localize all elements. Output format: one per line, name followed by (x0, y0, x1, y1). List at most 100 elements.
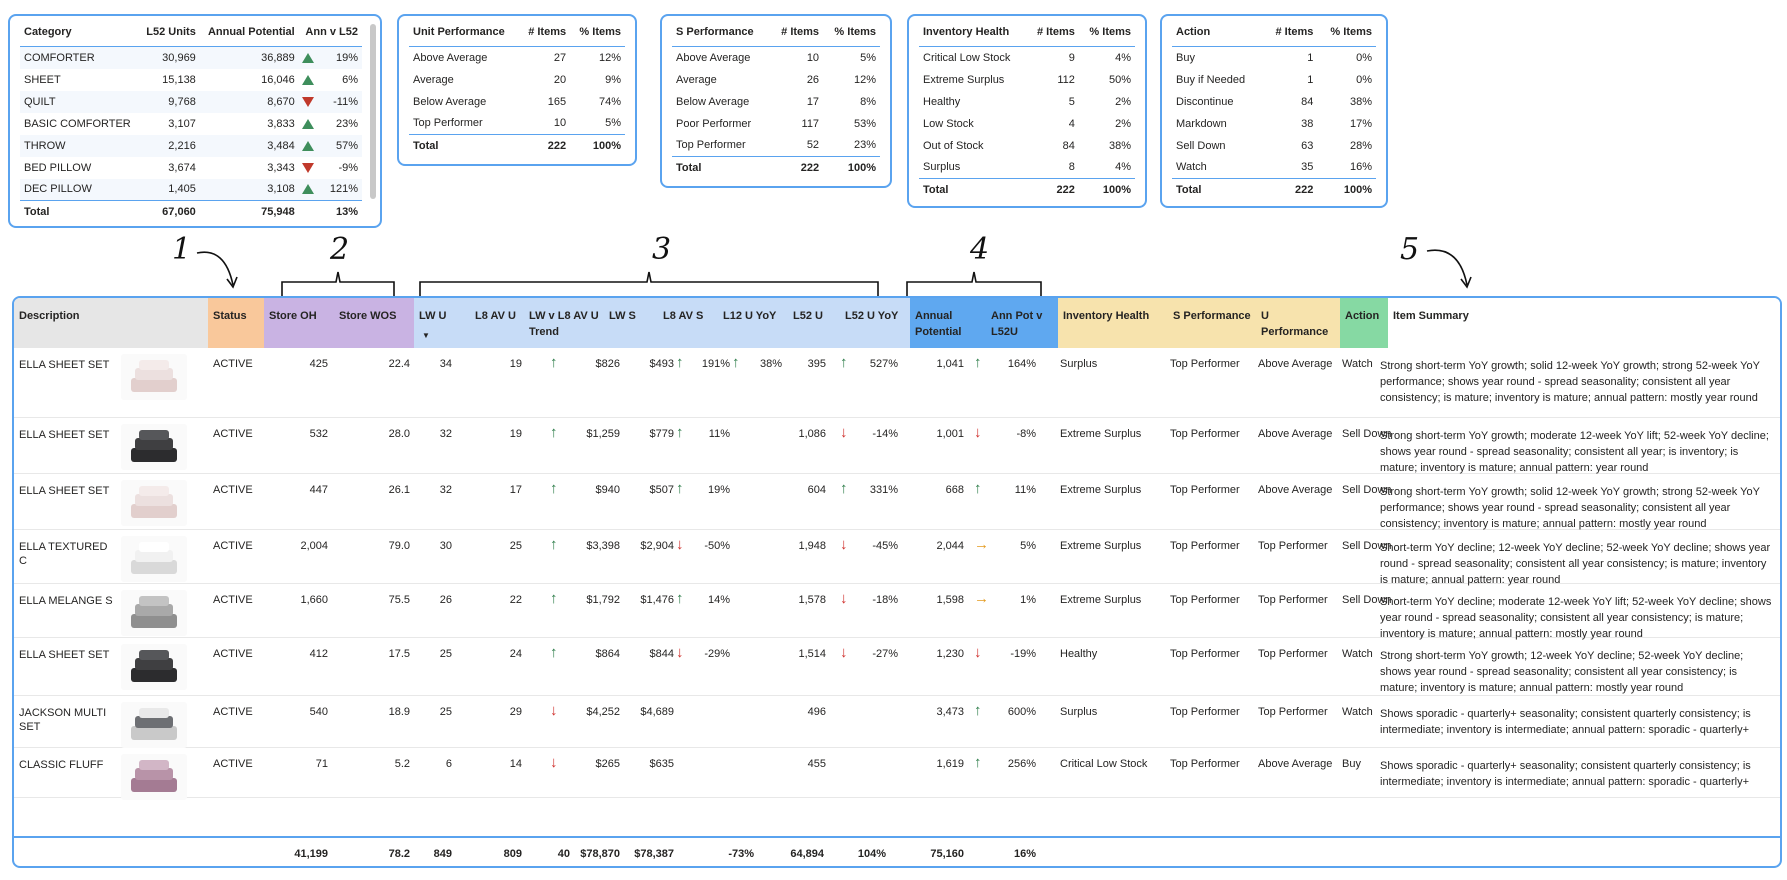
action-row[interactable]: Buy if Needed 1 0% (1172, 69, 1376, 91)
product-thumbnail[interactable] (121, 644, 187, 690)
table-row[interactable]: CLASSIC FLUFF ACTIVE 71 5.2 6 14 ↓ $265 … (14, 748, 1780, 800)
item-description[interactable]: JACKSON MULTI SET (19, 707, 107, 733)
s-perf-row[interactable]: Poor Performer 117 53% (672, 113, 880, 135)
inv-health-row[interactable]: Low Stock 4 2% (919, 113, 1135, 135)
table-row[interactable]: ELLA SHEET SET ACTIVE 425 22.4 34 19 ↑ $… (14, 348, 1780, 418)
s-perf-row[interactable]: Average 26 12% (672, 69, 880, 91)
item-description[interactable]: ELLA MELANGE S (19, 595, 113, 607)
inv-health-label: Out of Stock (923, 139, 984, 152)
s-perf-row[interactable]: Below Average 17 8% (672, 91, 880, 113)
category-row[interactable]: BASIC COMFORTER 3,107 3,833 23% (20, 113, 362, 135)
ann-pot-v-header[interactable]: Ann Pot v L52U (986, 298, 1058, 348)
lw-v-l8-header[interactable]: LW v L8 AV U Trend (524, 298, 604, 348)
product-thumbnail[interactable] (121, 424, 187, 470)
product-thumbnail[interactable] (121, 480, 187, 526)
product-thumbnail[interactable] (121, 702, 187, 748)
s-performance-header[interactable]: S Performance (672, 24, 771, 47)
l52-u-yoy: 331% (869, 484, 898, 496)
inventory-health-header[interactable]: Inventory Health (919, 24, 1027, 47)
annual-potential-header[interactable]: Annual Potential (910, 298, 986, 348)
l8-av-s-header[interactable]: L8 AV S (658, 298, 718, 348)
inv-health-row[interactable]: Extreme Surplus 112 50% (919, 69, 1135, 91)
ann-v-l52-header[interactable]: Ann v L52 (298, 24, 362, 47)
action-header[interactable]: Action (1172, 24, 1264, 47)
l52-u-yoy-header[interactable]: L52 U YoY (840, 298, 910, 348)
table-row[interactable]: ELLA SHEET SET ACTIVE 447 26.1 32 17 ↑ $… (14, 474, 1780, 530)
table-row[interactable]: JACKSON MULTI SET ACTIVE 540 18.9 25 29 … (14, 696, 1780, 748)
table-row[interactable]: ELLA TEXTURED C ACTIVE 2,004 79.0 30 25 … (14, 530, 1780, 586)
item-description[interactable]: ELLA SHEET SET (19, 649, 110, 661)
status-header[interactable]: Status (208, 298, 264, 348)
table-row[interactable]: ELLA SHEET SET ACTIVE 532 28.0 32 19 ↑ $… (14, 418, 1780, 474)
store-wos: 26.1 (388, 484, 410, 496)
category-row[interactable]: BED PILLOW 3,674 3,343 -9% (20, 157, 362, 179)
category-row[interactable]: COMFORTER 30,969 36,889 19% (20, 46, 362, 69)
items-pct-header[interactable]: % Items (1078, 24, 1135, 47)
annotation-brace-4 (906, 271, 1042, 296)
items-count-header[interactable]: # Items (1026, 24, 1079, 47)
table-row[interactable]: ELLA SHEET SET ACTIVE 412 17.5 25 24 ↑ $… (14, 638, 1780, 696)
table-row[interactable]: ELLA MELANGE S ACTIVE 1,660 75.5 26 22 ↑… (14, 584, 1780, 640)
items-count-header[interactable]: # Items (770, 24, 824, 47)
sort-desc-icon[interactable]: ▼ (422, 331, 430, 340)
items-count-header[interactable]: # Items (1263, 24, 1318, 47)
items-count-header[interactable]: # Items (519, 24, 571, 47)
category-header[interactable]: Category (20, 24, 140, 47)
l52-units-header[interactable]: L52 Units (139, 24, 200, 47)
inv-health-row[interactable]: Out of Stock 84 38% (919, 135, 1135, 157)
action-row[interactable]: Discontinue 84 38% (1172, 91, 1376, 113)
unit-perf-row[interactable]: Below Average 165 74% (409, 91, 625, 113)
annual-potential-header[interactable]: Annual Potential (199, 24, 299, 47)
product-thumbnail[interactable] (121, 354, 187, 400)
item-description[interactable]: CLASSIC FLUFF (19, 759, 104, 771)
item-description[interactable]: ELLA SHEET SET (19, 485, 110, 497)
product-thumbnail[interactable] (121, 536, 187, 582)
unit-perf-row[interactable]: Average 20 9% (409, 69, 625, 91)
action-row[interactable]: Buy 1 0% (1172, 47, 1376, 69)
lw-s-header[interactable]: LW S (604, 298, 658, 348)
inventory-health: Surplus (1060, 706, 1098, 718)
u-performance-header[interactable]: U Performance (1256, 298, 1340, 348)
items-pct-header[interactable]: % Items (1317, 24, 1376, 47)
item-description[interactable]: ELLA SHEET SET (19, 429, 110, 441)
category-scrollbar[interactable] (370, 24, 376, 199)
product-thumbnail[interactable] (121, 590, 187, 636)
inv-health-label: Extreme Surplus (923, 73, 1005, 86)
action-row[interactable]: Watch 35 16% (1172, 157, 1376, 179)
item-summary-header[interactable]: Item Summary (1388, 298, 1780, 348)
action-row[interactable]: Sell Down 63 28% (1172, 135, 1376, 157)
s-performance-header[interactable]: S Performance (1168, 298, 1256, 348)
action-header[interactable]: Action (1340, 298, 1388, 348)
item-description[interactable]: ELLA SHEET SET (19, 359, 110, 371)
action-pct: 17% (1349, 117, 1372, 130)
inv-health-row[interactable]: Surplus 8 4% (919, 157, 1135, 179)
up-arrow-icon: ↑ (974, 354, 982, 371)
unit-perf-row[interactable]: Top Performer 10 5% (409, 113, 625, 135)
l52-u-header[interactable]: L52 U (788, 298, 840, 348)
unit-perf-row[interactable]: Above Average 27 12% (409, 47, 625, 69)
inv-health-row[interactable]: Critical Low Stock 9 4% (919, 47, 1135, 69)
category-row[interactable]: SHEET 15,138 16,046 6% (20, 69, 362, 91)
inv-health-row[interactable]: Healthy 5 2% (919, 91, 1135, 113)
store-wos-header[interactable]: Store WOS (334, 298, 414, 348)
description-header[interactable]: Description (14, 298, 208, 348)
action-row[interactable]: Markdown 38 17% (1172, 113, 1376, 135)
category-row[interactable]: THROW 2,216 3,484 57% (20, 134, 362, 157)
unit-perf-label: Above Average (413, 51, 488, 64)
category-row[interactable]: QUILT 9,768 8,670 -11% (20, 90, 362, 113)
s-perf-row[interactable]: Above Average 10 5% (672, 47, 880, 69)
items-pct-header[interactable]: % Items (823, 24, 880, 47)
category-row[interactable]: DEC PILLOW 1,405 3,108 121% (20, 178, 362, 201)
unit-performance-header[interactable]: Unit Performance (409, 24, 520, 47)
inventory-health-header[interactable]: Inventory Health (1058, 298, 1168, 348)
store-oh-header[interactable]: Store OH (264, 298, 334, 348)
item-description[interactable]: ELLA TEXTURED C (19, 541, 108, 567)
l12-u-yoy-header[interactable]: L12 U YoY (718, 298, 788, 348)
s-performance-card: S Performance # Items % Items Above Aver… (660, 14, 892, 188)
lw-u-header[interactable]: LW U (414, 298, 470, 348)
l8-av-s: $844 (649, 648, 674, 660)
product-thumbnail[interactable] (121, 754, 187, 800)
l8-av-u-header[interactable]: L8 AV U (470, 298, 524, 348)
items-pct-header[interactable]: % Items (570, 24, 625, 47)
s-perf-row[interactable]: Top Performer 52 23% (672, 135, 880, 157)
